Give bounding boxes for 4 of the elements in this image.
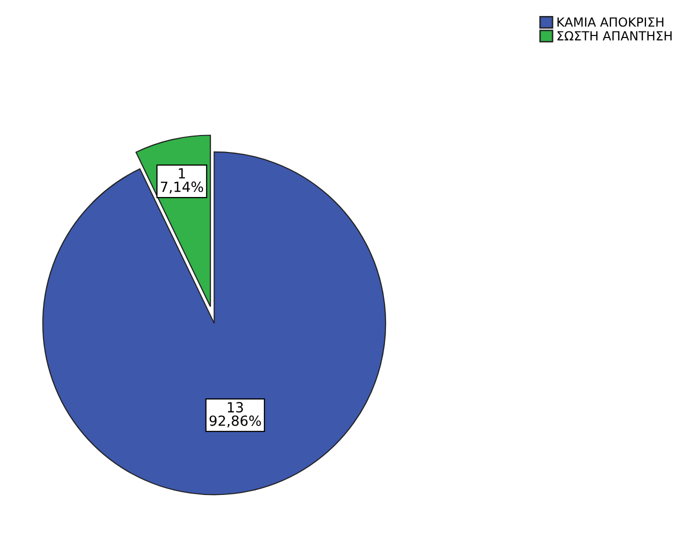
legend-label: ΚΑΜΙΑ ΑΠΟΚΡΙΣΗ <box>558 17 664 27</box>
data-label: 13 92,86% <box>210 402 261 428</box>
data-label: 1 7,14% <box>160 168 204 194</box>
legend-label: ΣΩΣΤΗ ΑΠΑΝΤΗΣΗ <box>558 31 672 40</box>
